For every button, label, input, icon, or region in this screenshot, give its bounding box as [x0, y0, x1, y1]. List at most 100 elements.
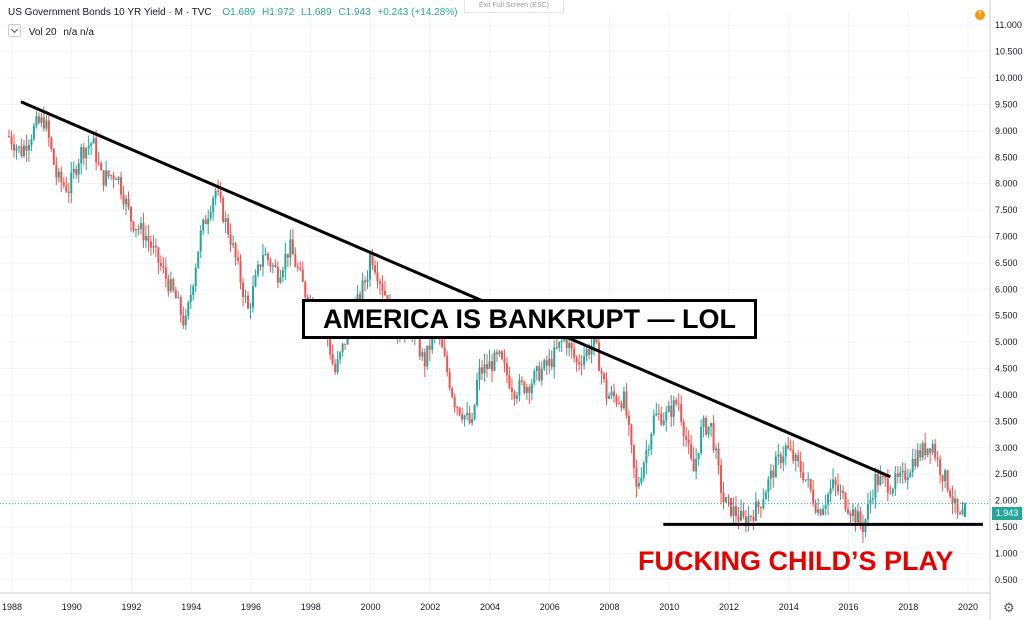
- candle-body: [281, 270, 284, 278]
- candle-body: [483, 364, 486, 374]
- candle-body: [115, 179, 118, 181]
- candle-body: [690, 443, 693, 459]
- candle-body: [543, 360, 546, 369]
- candle-body: [70, 172, 73, 194]
- candle-body: [466, 412, 469, 416]
- candle-body: [364, 280, 367, 283]
- candle-body: [8, 136, 11, 138]
- candle-body: [47, 120, 50, 138]
- candle-body: [182, 315, 185, 326]
- candle-body: [919, 450, 922, 458]
- candle-body: [802, 472, 805, 481]
- candle-body: [249, 307, 252, 309]
- candle-body: [854, 509, 857, 523]
- candle-body: [637, 482, 640, 487]
- candle-body: [737, 516, 740, 521]
- candle-body: [12, 144, 15, 151]
- candle-body: [964, 503, 967, 517]
- candle-body: [134, 229, 137, 231]
- candle-body: [921, 443, 924, 458]
- candle-body: [259, 264, 262, 267]
- candle-body: [366, 279, 369, 283]
- y-tick-label: 9.000: [995, 126, 1018, 136]
- candle-body: [650, 433, 653, 450]
- candle-body: [289, 239, 292, 258]
- y-tick-label: 2.000: [995, 496, 1018, 506]
- candle-body: [767, 479, 770, 493]
- candle-body: [284, 253, 287, 271]
- candle-body: [448, 372, 451, 389]
- exit-fullscreen-button[interactable]: Exit Full Screen (ESC): [464, 0, 564, 13]
- candle-body: [32, 125, 35, 140]
- y-tick-label: 3.500: [995, 416, 1018, 426]
- candle-body: [431, 333, 434, 350]
- candle-body: [254, 274, 257, 287]
- candle-body: [652, 415, 655, 434]
- candle-body: [329, 337, 332, 355]
- candle-body: [443, 347, 446, 356]
- candle-body: [463, 415, 466, 420]
- candle-body: [207, 218, 210, 225]
- candle-body: [782, 456, 785, 464]
- y-tick-label: 4.500: [995, 364, 1018, 374]
- x-tick-label: 1990: [62, 602, 82, 612]
- ohlc-values: O1.689 H1.972 L1.689 C1.943 +0.243 (+14.…: [222, 7, 461, 18]
- y-tick-label: 8.000: [995, 179, 1018, 189]
- candle-body: [256, 264, 259, 275]
- candle-body: [787, 445, 790, 449]
- candle-body: [149, 241, 152, 248]
- candle-body: [294, 254, 297, 267]
- open-value: O1.689: [222, 7, 256, 18]
- x-tick-label: 2008: [599, 602, 619, 612]
- candle-body: [871, 498, 874, 500]
- candle-body: [192, 286, 195, 295]
- candle-body: [286, 253, 289, 258]
- candle-body: [510, 387, 513, 393]
- alert-icon[interactable]: !: [975, 10, 985, 20]
- x-tick-label: 2016: [838, 602, 858, 612]
- volume-label[interactable]: Vol 20: [28, 27, 57, 38]
- candle-body: [939, 459, 942, 476]
- candle-body: [264, 253, 267, 256]
- candle-body: [697, 452, 700, 460]
- candle-body: [174, 290, 177, 299]
- candle-body: [67, 191, 70, 194]
- candle-body: [769, 470, 772, 480]
- candle-body: [204, 219, 207, 225]
- candle-body: [209, 211, 212, 219]
- candle-body: [428, 345, 431, 350]
- candle-body: [911, 458, 914, 473]
- candle-body: [707, 426, 710, 435]
- candle-body: [172, 279, 175, 291]
- candle-body: [229, 234, 232, 245]
- x-tick-label: 2012: [719, 602, 739, 612]
- candle-body: [100, 163, 103, 171]
- candle-body: [72, 168, 75, 173]
- candle-body: [219, 191, 222, 199]
- candle-body: [881, 476, 884, 478]
- candle-body: [961, 509, 964, 515]
- candle-body: [834, 479, 837, 485]
- candle-body: [481, 367, 484, 374]
- candle-body: [237, 257, 240, 261]
- candle-body: [125, 198, 128, 205]
- candle-body: [503, 358, 506, 364]
- candle-body: [85, 148, 88, 159]
- candle-body: [371, 254, 374, 266]
- gear-icon[interactable]: ⚙: [1003, 600, 1015, 615]
- y-tick-label: 5.500: [995, 311, 1018, 321]
- candle-body: [456, 407, 459, 409]
- candle-body: [383, 290, 386, 296]
- candle-body: [461, 414, 464, 420]
- candle-body: [722, 492, 725, 503]
- symbol-title[interactable]: US Government Bonds 10 YR Yield · M · TV…: [8, 7, 212, 18]
- candle-body: [605, 379, 608, 399]
- y-tick-label: 11.000: [995, 20, 1022, 30]
- candle-body: [441, 336, 444, 348]
- candle-body: [829, 488, 832, 495]
- candle-body: [30, 139, 33, 145]
- chevron-down-icon[interactable]: [8, 24, 21, 37]
- candle-body: [341, 343, 344, 353]
- high-value: H1.972: [261, 7, 295, 18]
